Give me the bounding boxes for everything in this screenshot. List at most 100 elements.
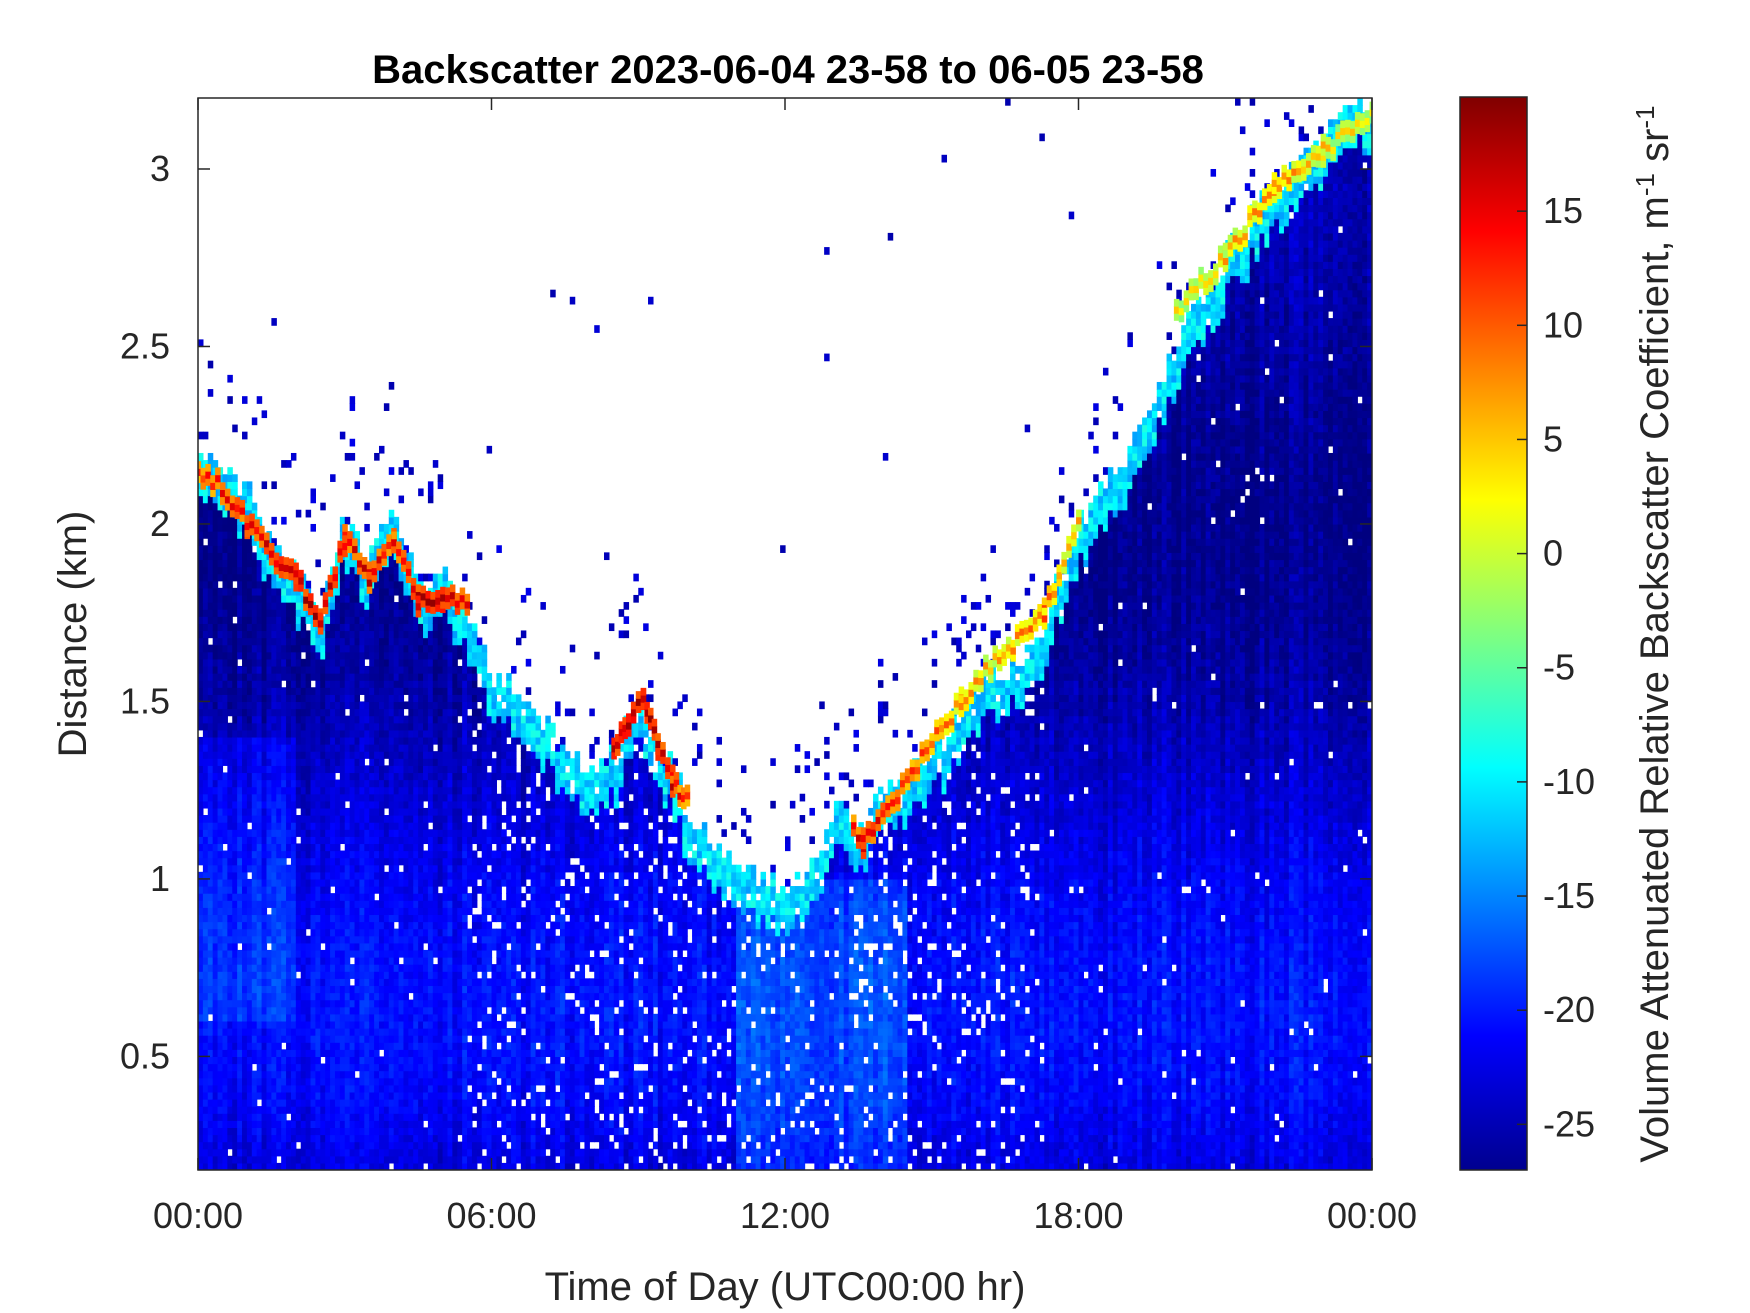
heatmap-cell	[310, 644, 316, 653]
heatmap-cell	[227, 637, 233, 646]
heatmap-cell	[418, 680, 424, 688]
heatmap-cell	[364, 1028, 370, 1036]
heatmap-cell	[393, 878, 400, 887]
heatmap-cell	[212, 864, 219, 873]
heatmap-cell	[212, 758, 219, 766]
heatmap-cell	[403, 829, 409, 837]
heatmap-cell	[344, 602, 351, 610]
heatmap-cell	[217, 786, 224, 795]
heatmap-cell	[418, 815, 424, 823]
heatmap-cell	[457, 886, 463, 894]
heatmap-cell	[246, 538, 253, 546]
heatmap-cell	[320, 701, 326, 710]
heatmap-cell	[242, 616, 248, 624]
heatmap-cell	[437, 1162, 444, 1170]
heatmap-cell	[202, 722, 209, 731]
heatmap-cell	[212, 949, 219, 958]
heatmap-cell	[334, 850, 341, 859]
heatmap-cell	[310, 928, 316, 937]
heatmap-cell	[354, 857, 361, 866]
heatmap-cell	[423, 722, 429, 731]
heatmap-cell	[413, 765, 419, 774]
heatmap-cell	[388, 921, 395, 930]
heatmap-cell	[447, 836, 453, 845]
heatmap-cell	[344, 594, 351, 603]
heatmap-cell	[442, 729, 449, 738]
heatmap-cell	[207, 971, 214, 979]
heatmap-cell	[471, 687, 478, 695]
heatmap-cell	[315, 1091, 321, 1100]
heatmap-cell	[467, 758, 473, 766]
heatmap-cell	[202, 744, 209, 752]
heatmap-cell	[334, 736, 341, 745]
heatmap-cell	[388, 935, 395, 944]
heatmap-cell	[202, 644, 209, 653]
heatmap-cell	[359, 1070, 365, 1079]
heatmap-cell	[290, 829, 297, 837]
heatmap-cell	[232, 935, 238, 944]
heatmap-cell	[295, 630, 302, 639]
heatmap-cell	[246, 1049, 253, 1058]
heatmap-cell	[217, 992, 224, 1001]
heatmap-cell	[403, 651, 409, 660]
heatmap-cell	[246, 1028, 253, 1036]
heatmap-cell	[251, 417, 258, 426]
heatmap-cell	[286, 772, 292, 781]
heatmap-cell	[437, 1134, 444, 1143]
heatmap-cell	[437, 921, 444, 930]
heatmap-cell	[281, 957, 287, 965]
heatmap-cell	[354, 800, 361, 809]
heatmap-cell	[202, 559, 209, 568]
heatmap-cell	[286, 1013, 292, 1022]
heatmap-cell	[359, 616, 365, 624]
heatmap-cell	[462, 630, 468, 639]
heatmap-cell	[256, 886, 263, 894]
heatmap-cell	[266, 985, 272, 994]
heatmap-cell	[393, 800, 400, 809]
heatmap-cell	[330, 836, 336, 845]
heatmap-cell	[286, 1120, 292, 1128]
heatmap-cell	[222, 722, 228, 731]
heatmap-cell	[359, 1077, 365, 1086]
heatmap-cell	[349, 1162, 356, 1170]
heatmap-cell	[266, 687, 272, 695]
heatmap-cell	[398, 914, 405, 923]
heatmap-cell	[242, 431, 248, 440]
heatmap-cell	[408, 914, 414, 923]
heatmap-cell	[281, 935, 287, 944]
heatmap-cell	[418, 630, 424, 639]
heatmap-cell	[295, 1091, 302, 1100]
heatmap-cell	[198, 687, 204, 695]
heatmap-cell	[281, 992, 287, 1001]
heatmap-cell	[462, 864, 468, 873]
heatmap-cell	[295, 1148, 302, 1157]
heatmap-cell	[232, 1106, 238, 1114]
heatmap-cell	[305, 1042, 312, 1050]
heatmap-cell	[227, 836, 233, 845]
heatmap-cell	[442, 751, 449, 759]
heatmap-cell	[207, 1162, 214, 1170]
heatmap-cell	[237, 928, 243, 937]
heatmap-cell	[437, 871, 444, 880]
heatmap-cell	[202, 516, 209, 525]
heatmap-cell	[261, 1084, 268, 1093]
heatmap-cell	[330, 729, 336, 738]
heatmap-cell	[286, 658, 292, 667]
heatmap-cell	[261, 765, 268, 774]
heatmap-cell	[452, 1106, 458, 1114]
heatmap-cell	[364, 878, 370, 887]
heatmap-cell	[437, 1155, 444, 1164]
heatmap-cell	[359, 673, 365, 681]
heatmap-cell	[300, 886, 307, 894]
heatmap-cell	[437, 878, 444, 887]
heatmap-cell	[198, 566, 204, 575]
heatmap-cell	[232, 630, 238, 639]
heatmap-cell	[369, 1035, 375, 1043]
heatmap-cell	[212, 857, 219, 866]
heatmap-cell	[339, 708, 346, 717]
heatmap-cell	[452, 857, 458, 866]
heatmap-cell	[290, 1127, 297, 1136]
heatmap-cell	[467, 1056, 473, 1065]
heatmap-cell	[398, 793, 405, 802]
heatmap-cell	[251, 886, 258, 894]
